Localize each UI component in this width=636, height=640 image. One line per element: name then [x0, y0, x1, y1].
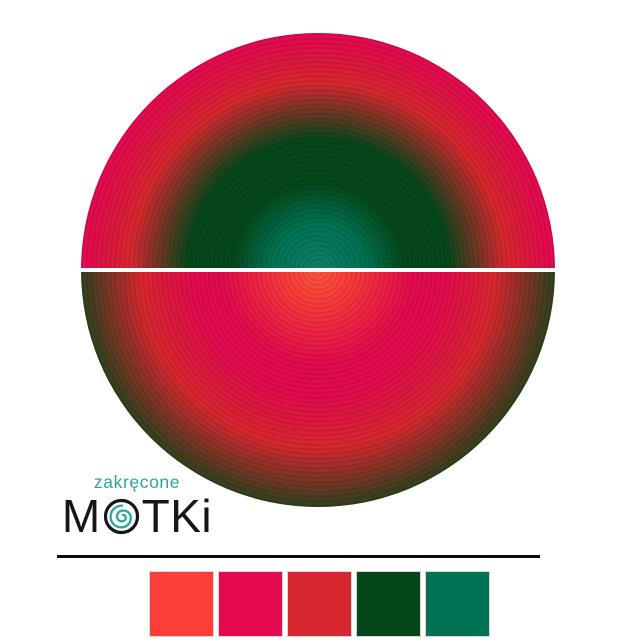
circle-divider-line [81, 268, 555, 272]
palette-swatch-crimson [218, 571, 283, 637]
palette-swatch-red [287, 571, 352, 637]
footer-divider-line [57, 555, 540, 558]
logo-title: M TKi [62, 490, 212, 542]
circle-top-half [81, 33, 555, 268]
yarn-circle-artwork [81, 33, 555, 507]
palette-swatch-dark-green [356, 571, 421, 637]
yarn-spiral-icon [103, 498, 139, 534]
palette-swatch-teal-green [425, 571, 490, 637]
logo-letters-tki: TKi [141, 489, 213, 542]
logo-subtitle: zakręcone [93, 472, 181, 492]
color-palette [149, 571, 490, 637]
palette-swatch-vermillion [149, 571, 214, 637]
circle-bottom-half [81, 272, 555, 507]
logo-o-ring [103, 498, 139, 534]
logo-letter-m: M [61, 489, 101, 542]
brand-logo: zakręcone M TKi [56, 472, 218, 542]
spiral-glyph [109, 503, 132, 528]
